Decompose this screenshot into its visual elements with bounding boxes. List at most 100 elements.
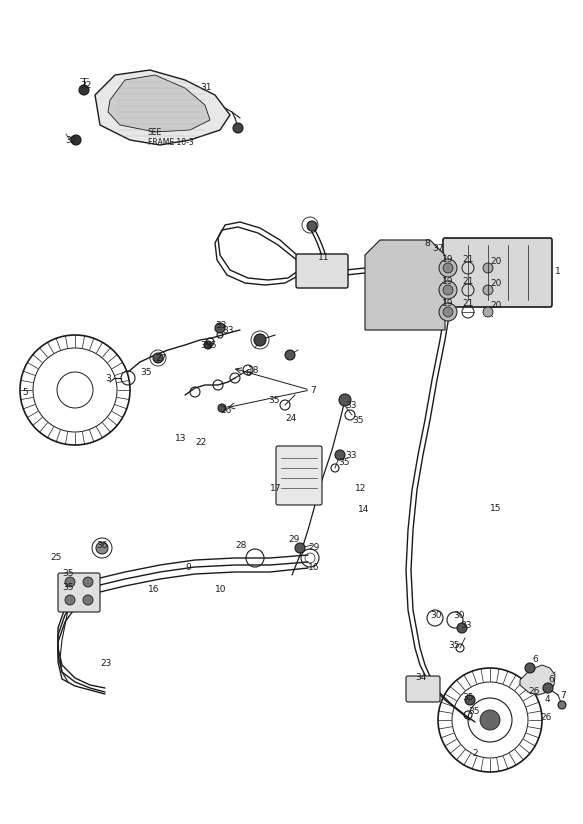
Text: 11: 11 bbox=[318, 254, 329, 263]
Text: 3: 3 bbox=[105, 373, 111, 382]
Text: 6: 6 bbox=[245, 368, 251, 377]
Text: 35: 35 bbox=[62, 569, 73, 578]
Circle shape bbox=[483, 307, 493, 317]
Polygon shape bbox=[365, 240, 445, 330]
Text: 19: 19 bbox=[442, 299, 454, 308]
Text: 13: 13 bbox=[175, 433, 187, 442]
Circle shape bbox=[543, 683, 553, 693]
Text: 32: 32 bbox=[80, 81, 92, 90]
Circle shape bbox=[339, 394, 351, 406]
Circle shape bbox=[218, 404, 226, 412]
Text: 28: 28 bbox=[235, 541, 247, 550]
FancyBboxPatch shape bbox=[406, 676, 440, 702]
Text: 8: 8 bbox=[424, 238, 430, 247]
Text: 32: 32 bbox=[65, 135, 76, 144]
Circle shape bbox=[233, 123, 243, 133]
Text: 29: 29 bbox=[288, 536, 300, 545]
Text: 12: 12 bbox=[355, 484, 366, 493]
Text: 22: 22 bbox=[195, 438, 206, 447]
Circle shape bbox=[443, 263, 453, 273]
Text: 21: 21 bbox=[462, 255, 473, 265]
Text: 26: 26 bbox=[220, 405, 231, 414]
Text: 35: 35 bbox=[200, 340, 212, 349]
Text: 35: 35 bbox=[352, 415, 363, 424]
Text: 4: 4 bbox=[545, 695, 550, 705]
Text: 30: 30 bbox=[430, 611, 441, 620]
Polygon shape bbox=[520, 665, 555, 695]
Text: 34: 34 bbox=[415, 673, 426, 682]
FancyBboxPatch shape bbox=[296, 254, 348, 288]
Text: 6: 6 bbox=[548, 676, 554, 685]
Text: 33: 33 bbox=[345, 451, 356, 460]
Circle shape bbox=[439, 259, 457, 277]
FancyBboxPatch shape bbox=[443, 238, 552, 307]
Text: 16: 16 bbox=[308, 564, 319, 573]
Circle shape bbox=[480, 710, 500, 730]
Text: 35: 35 bbox=[462, 694, 473, 703]
Circle shape bbox=[335, 450, 345, 460]
Circle shape bbox=[295, 543, 305, 553]
FancyBboxPatch shape bbox=[276, 446, 322, 505]
Text: 33: 33 bbox=[345, 400, 356, 410]
Text: 7: 7 bbox=[560, 691, 566, 700]
Text: 10: 10 bbox=[215, 586, 227, 594]
Circle shape bbox=[443, 307, 453, 317]
Text: 25: 25 bbox=[50, 554, 61, 563]
Text: 35: 35 bbox=[468, 708, 479, 717]
Text: SEE
FRAME 10-3: SEE FRAME 10-3 bbox=[148, 128, 194, 147]
Text: 36: 36 bbox=[96, 541, 107, 550]
Text: 33: 33 bbox=[215, 321, 227, 330]
Circle shape bbox=[465, 695, 475, 705]
Text: 18: 18 bbox=[248, 366, 259, 374]
Circle shape bbox=[285, 350, 295, 360]
Circle shape bbox=[457, 623, 467, 633]
Text: 19: 19 bbox=[442, 278, 454, 287]
Text: 21: 21 bbox=[462, 278, 473, 287]
Circle shape bbox=[71, 135, 81, 145]
Circle shape bbox=[65, 595, 75, 605]
Circle shape bbox=[83, 577, 93, 587]
Text: 9: 9 bbox=[185, 564, 191, 573]
Text: 26: 26 bbox=[540, 714, 552, 723]
Text: 5: 5 bbox=[22, 387, 28, 396]
Circle shape bbox=[558, 701, 566, 709]
Text: 24: 24 bbox=[285, 414, 296, 423]
Text: 15: 15 bbox=[490, 503, 501, 513]
Circle shape bbox=[439, 281, 457, 299]
Circle shape bbox=[483, 263, 493, 273]
Text: 26: 26 bbox=[528, 687, 539, 696]
Text: 17: 17 bbox=[270, 484, 282, 493]
Circle shape bbox=[215, 323, 225, 333]
Text: 19: 19 bbox=[442, 255, 454, 265]
Circle shape bbox=[439, 303, 457, 321]
Polygon shape bbox=[95, 70, 230, 145]
Text: 33: 33 bbox=[222, 325, 234, 335]
Text: 20: 20 bbox=[490, 302, 501, 311]
Text: 35: 35 bbox=[140, 368, 152, 377]
Text: 6: 6 bbox=[532, 656, 538, 664]
Circle shape bbox=[153, 353, 163, 363]
Circle shape bbox=[83, 595, 93, 605]
Text: 30: 30 bbox=[453, 611, 465, 620]
Circle shape bbox=[96, 542, 108, 554]
Text: 20: 20 bbox=[490, 258, 501, 266]
Text: 20: 20 bbox=[490, 279, 501, 288]
Circle shape bbox=[254, 334, 266, 346]
Text: 35: 35 bbox=[62, 583, 73, 592]
Circle shape bbox=[483, 285, 493, 295]
Text: 37: 37 bbox=[432, 244, 444, 252]
Text: 1: 1 bbox=[555, 268, 561, 277]
Circle shape bbox=[525, 663, 535, 673]
Text: 16: 16 bbox=[148, 586, 160, 594]
Circle shape bbox=[204, 341, 212, 349]
Text: 23: 23 bbox=[100, 658, 111, 667]
Circle shape bbox=[79, 85, 89, 95]
Circle shape bbox=[443, 285, 453, 295]
Text: 14: 14 bbox=[358, 505, 370, 514]
Text: 35: 35 bbox=[338, 457, 349, 466]
FancyBboxPatch shape bbox=[58, 573, 100, 612]
Text: 35: 35 bbox=[268, 396, 279, 405]
Text: 7: 7 bbox=[310, 386, 316, 395]
Circle shape bbox=[307, 221, 317, 231]
Text: 29: 29 bbox=[308, 544, 319, 553]
